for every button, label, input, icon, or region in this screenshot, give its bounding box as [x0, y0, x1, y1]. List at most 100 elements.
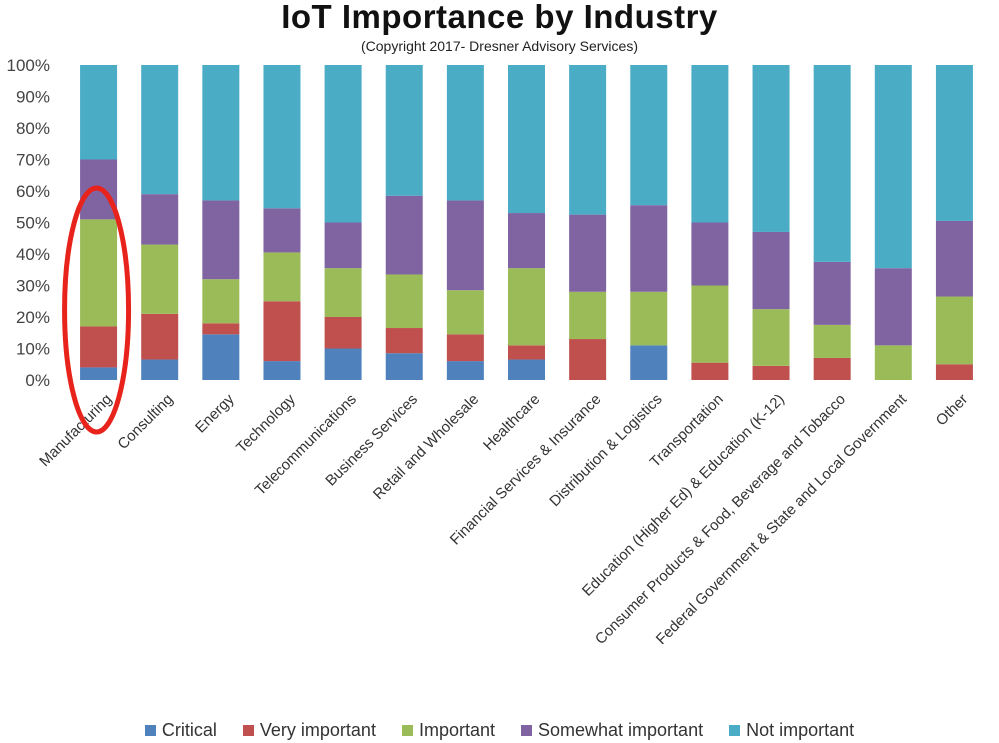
chart-subtitle: (Copyright 2017- Dresner Advisory Servic…: [361, 38, 638, 54]
y-tick-label: 60%: [16, 182, 50, 201]
bar-segment: [263, 361, 301, 380]
bar-segment: [385, 328, 423, 354]
bar-segment: [935, 364, 973, 380]
bar-segment: [202, 334, 240, 380]
chart-title: IoT Importance by Industry: [281, 0, 718, 35]
bar-segment: [202, 323, 240, 335]
bar-segment: [569, 339, 607, 380]
bar-segment: [874, 345, 912, 380]
bar-segment: [263, 65, 301, 209]
y-tick-label: 100%: [7, 56, 50, 75]
legend-item: Important: [401, 720, 495, 741]
bar-segment: [446, 361, 484, 380]
bar-segment: [324, 222, 362, 269]
bar-segment: [324, 317, 362, 349]
bar-segment: [508, 268, 545, 346]
bar-segment: [202, 65, 240, 201]
bar-segment: [141, 313, 179, 360]
bar-segment: [263, 301, 301, 362]
x-tick-label: Distribution & Logistics: [546, 391, 665, 510]
legend-swatch: [242, 725, 254, 736]
bar-segment: [691, 222, 729, 286]
legend-swatch: [401, 725, 413, 736]
legend-swatch: [729, 725, 741, 736]
bar-segment: [752, 231, 790, 310]
legend-item: Critical: [144, 720, 217, 741]
bar-segment: [446, 200, 484, 291]
bar-segment: [508, 213, 545, 269]
x-tick-label: Consulting: [114, 391, 176, 453]
y-tick-label: 50%: [16, 214, 50, 233]
chart-legend: Critical Very important Important Somewhat …: [0, 720, 999, 741]
legend-label: Critical: [161, 720, 217, 740]
x-tick-label: Energy: [192, 390, 238, 436]
bar-segment: [874, 268, 912, 346]
x-tick-label: Healthcare: [480, 391, 543, 454]
legend-label: Very important: [259, 720, 376, 740]
bar-segment: [813, 65, 851, 262]
legend-swatch: [144, 725, 156, 736]
bar-segment: [202, 200, 240, 280]
bar-segment: [508, 345, 545, 360]
x-tick-label: Retail and Wholesale: [370, 391, 482, 503]
bar-segment: [508, 359, 545, 380]
bar-segment: [630, 205, 668, 292]
bar-segment: [324, 348, 362, 380]
bar-segment: [324, 268, 362, 317]
y-tick-label: 0%: [25, 371, 50, 390]
stacked-bar-chart: 0%10%20%30%40%50%60%70%80%90%100%Manufac…: [7, 56, 973, 648]
y-tick-label: 10%: [16, 340, 50, 359]
bar-segment: [385, 274, 423, 329]
bar-segment: [813, 261, 851, 325]
legend-swatch: [521, 725, 532, 736]
bar-segment: [263, 208, 301, 253]
bar-segment: [752, 309, 790, 366]
bar-segment: [935, 296, 973, 365]
bar-segment: [446, 290, 484, 335]
bar-segment: [385, 195, 423, 275]
bar-segment: [80, 367, 118, 380]
bar-segment: [752, 65, 790, 232]
bar-segment: [935, 220, 973, 297]
legend-label: Important: [418, 720, 495, 740]
bar-segment: [630, 65, 668, 206]
legend-label: Not important: [746, 720, 855, 740]
bar-segment: [446, 65, 484, 201]
bar-segment: [691, 362, 729, 380]
bar-segment: [263, 252, 301, 302]
y-tick-label: 40%: [16, 245, 50, 264]
bar-segment: [80, 326, 118, 368]
bar-segment: [752, 365, 790, 380]
bar-segment: [202, 279, 240, 324]
y-tick-label: 20%: [16, 308, 50, 327]
bar-segment: [80, 65, 118, 160]
bar-segment: [141, 65, 179, 195]
bar-segment: [935, 65, 973, 221]
bar-segment: [141, 194, 179, 245]
bar-segment: [691, 285, 729, 363]
x-tick-label: Telecommunications: [252, 391, 360, 499]
x-tick-label: Technology: [233, 390, 299, 456]
bar-segment: [813, 324, 851, 358]
y-tick-label: 70%: [16, 151, 50, 170]
bar-segment: [324, 65, 362, 223]
bar-segment: [874, 65, 912, 269]
bar-segment: [385, 353, 423, 380]
legend-item: Very important: [242, 720, 376, 741]
bar-segment: [446, 334, 484, 362]
x-tick-label: Other: [933, 391, 972, 430]
bar-segment: [385, 65, 423, 196]
bar-segment: [141, 359, 179, 380]
y-tick-label: 80%: [16, 119, 50, 138]
bar-segment: [569, 214, 607, 292]
bar-segment: [569, 291, 607, 340]
legend-label: Somewhat important: [538, 720, 704, 740]
highlight-circle: [62, 185, 132, 435]
bar-segment: [630, 291, 668, 346]
y-tick-label: 30%: [16, 277, 50, 296]
bar-segment: [508, 65, 545, 214]
bar-segment: [569, 65, 607, 215]
bar-segment: [141, 244, 179, 314]
bar-segment: [691, 65, 729, 223]
bar-segment: [630, 345, 668, 380]
